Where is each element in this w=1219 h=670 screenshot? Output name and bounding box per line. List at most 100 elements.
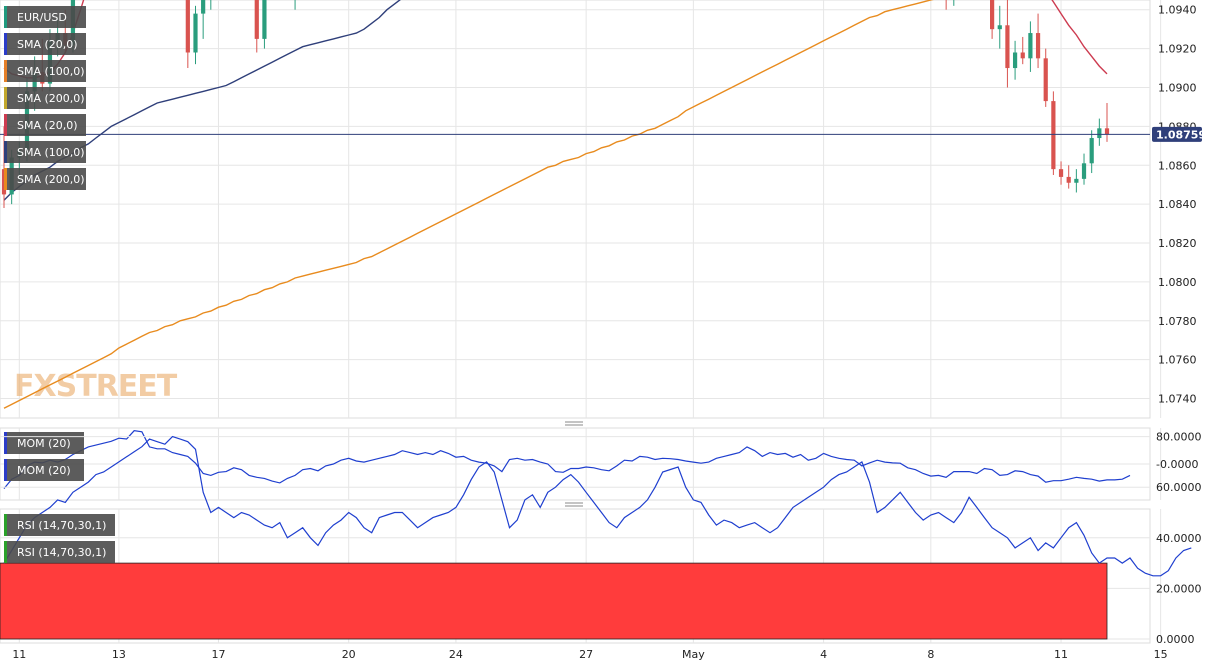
x-tick-label: 11: [1054, 648, 1068, 661]
x-tick-label: 17: [211, 648, 225, 661]
y-tick-label: 1.0940: [1158, 4, 1197, 17]
indicator-tag[interactable]: SMA (200,0): [4, 168, 86, 190]
tag-bg: [4, 60, 86, 82]
tag-color-marker: [4, 33, 7, 55]
indicator-tag[interactable]: RSI (14,70,30,1): [4, 514, 115, 536]
indicator-tag[interactable]: SMA (20,0): [4, 114, 86, 136]
y-tick-label: 1.0860: [1158, 159, 1197, 172]
candle: [1005, 0, 1010, 88]
mom-panel: -0.0000 MOM (20) MOM (20): [0, 427, 1198, 501]
candle-body: [1097, 128, 1102, 139]
candle-body: [262, 0, 267, 39]
candle-body: [1081, 163, 1087, 179]
candle-body: [1058, 169, 1064, 177]
indicator-tag[interactable]: EUR/USD: [4, 6, 86, 28]
rsi-y-axis: 80.0000 60.0000 40.0000 20.0000 0.0000: [1156, 431, 1202, 646]
sma-lines: [3, 0, 1108, 409]
candle-body: [1005, 25, 1010, 69]
tag-color-marker: [4, 514, 7, 536]
candle: [193, 5, 198, 65]
candle: [997, 5, 1002, 49]
tag-label: SMA (100,0): [17, 146, 85, 159]
last-price-tag-bg: [1152, 126, 1202, 142]
indicator-tag[interactable]: RSI (14,70,30,1): [4, 541, 115, 563]
candle: [1020, 36, 1025, 65]
tag-bg: [4, 541, 115, 563]
pane-divider-1[interactable]: [565, 421, 583, 426]
indicator-tag[interactable]: SMA (20,0): [4, 33, 86, 55]
tag-label: MOM (20): [17, 464, 71, 477]
candle: [201, 0, 206, 39]
mom-y-tick-label: -0.0000: [1156, 458, 1198, 471]
tag-label: EUR/USD: [17, 11, 67, 24]
tag-label: RSI (14,70,30,1): [17, 546, 106, 559]
mom-grid: [0, 428, 1162, 500]
tag-label: RSI (14,70,30,1): [17, 519, 106, 532]
rsi-y-tick-label: 20.0000: [1156, 582, 1202, 595]
candle-body: [1074, 178, 1079, 183]
mom-line: [3, 430, 1131, 489]
candle: [262, 0, 267, 49]
x-tick-label: 27: [579, 648, 593, 661]
last-price-label: 1.08759: [1156, 128, 1206, 141]
date-x-axis: 11 13 17 20 24 27 May 4 8 11 15: [12, 648, 1167, 661]
y-tick-label: 1.0920: [1158, 43, 1197, 56]
rsi-legend: RSI (14,70,30,1) RSI (14,70,30,1): [4, 514, 115, 563]
x-tick-label: 8: [927, 648, 934, 661]
candle-body: [1028, 33, 1033, 59]
y-tick-label: 1.0780: [1158, 315, 1197, 328]
candle-body: [990, 0, 995, 30]
candle-body: [1043, 58, 1048, 102]
sma-line: [3, 0, 401, 201]
indicator-tag[interactable]: SMA (200,0): [4, 87, 86, 109]
tag-label: SMA (100,0): [17, 65, 85, 78]
candle-body: [185, 0, 190, 53]
y-tick-label: 1.0840: [1158, 198, 1197, 211]
candle: [1104, 103, 1110, 142]
candle: [294, 0, 296, 10]
candle-body: [1051, 101, 1056, 170]
pane-divider-2[interactable]: [565, 502, 583, 507]
indicator-tag[interactable]: MOM (20): [4, 459, 84, 481]
indicator-legend: EUR/USD SMA (20,0) SMA (100,0) SMA (200,0) S…: [4, 6, 86, 190]
tag-bg: [4, 514, 115, 536]
tag-bg: [4, 141, 86, 163]
y-tick-label: 1.0760: [1158, 354, 1197, 367]
tag-bg: [4, 168, 86, 190]
tag-label: SMA (200,0): [17, 92, 85, 105]
rsi-line: [3, 435, 1192, 577]
tag-bg: [4, 87, 86, 109]
x-tick-label: May: [682, 648, 705, 661]
candle-body: [201, 0, 206, 14]
tag-color-marker: [4, 141, 7, 163]
sma-line: [3, 0, 934, 409]
candle: [990, 0, 995, 39]
mom-y-axis: -0.0000: [1156, 458, 1198, 471]
tag-color-marker: [4, 114, 7, 136]
indicator-tag[interactable]: MOM (20): [4, 432, 84, 454]
candle: [1028, 21, 1033, 72]
candle-body: [1066, 176, 1071, 183]
tag-color-marker: [4, 432, 7, 454]
price-y-axis: 1.10801.10601.10401.10201.10001.09801.09…: [1158, 4, 1197, 406]
tag-bg: [4, 33, 86, 55]
last-price-tag: 1.08759: [1152, 126, 1206, 142]
tag-color-marker: [4, 168, 7, 190]
tag-color-marker: [4, 87, 7, 109]
tag-label: SMA (20,0): [17, 119, 78, 132]
tag-label: MOM (20): [17, 437, 71, 450]
tag-bg: [4, 6, 86, 28]
y-tick-label: 1.0800: [1158, 276, 1197, 289]
indicator-tag[interactable]: SMA (100,0): [4, 60, 86, 82]
candle: [1051, 91, 1056, 175]
tag-color-marker: [4, 6, 7, 28]
x-tick-label: 15: [1154, 648, 1168, 661]
candle: [1012, 40, 1018, 80]
rsi-panel-frame: [0, 508, 1151, 644]
indicator-tag[interactable]: SMA (100,0): [4, 141, 86, 163]
x-tick-label: 4: [820, 648, 827, 661]
tag-label: SMA (20,0): [17, 38, 78, 51]
candle: [1035, 13, 1041, 69]
candle-body: [1020, 52, 1025, 59]
